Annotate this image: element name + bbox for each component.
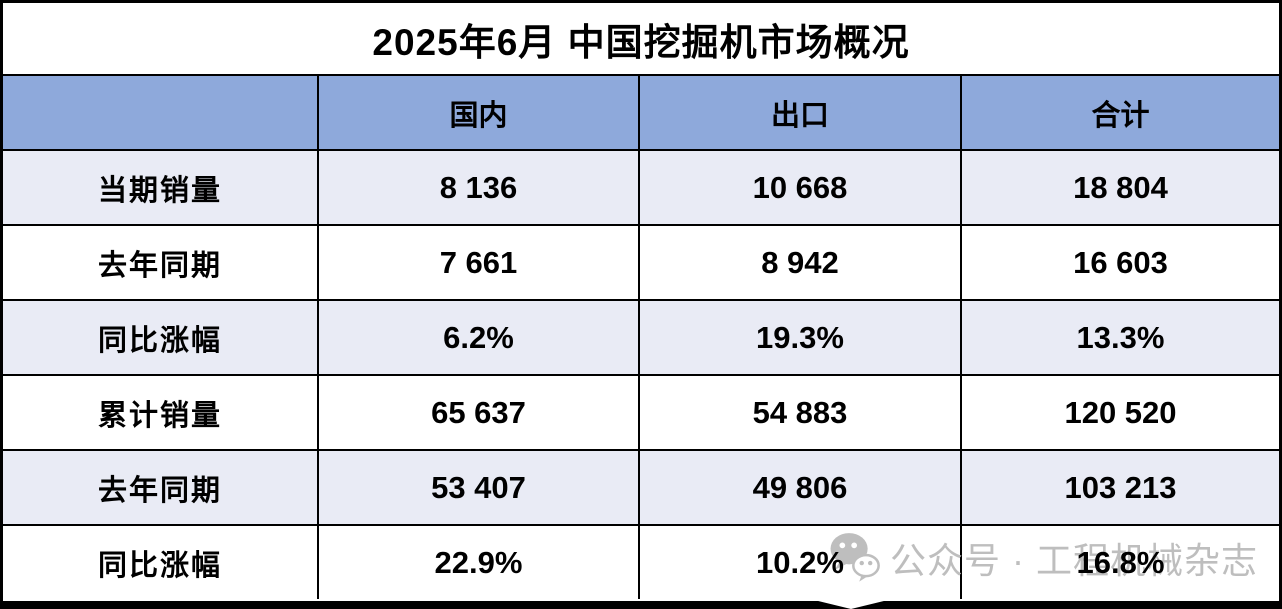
table-row-cumulative-sales: 累计销量 65 637 54 883 120 520: [3, 376, 1279, 451]
cell-value: 49 806: [640, 451, 962, 524]
row-label: 去年同期: [3, 226, 319, 299]
cell-value: 7 661: [319, 226, 640, 299]
row-label: 累计销量: [3, 376, 319, 449]
header-cell-total: 合计: [1091, 99, 1150, 132]
header-cell-export: 出口: [640, 76, 962, 149]
row-label: 当期销量: [3, 151, 319, 224]
row-label: 同比涨幅: [3, 301, 319, 374]
cell-value: 8 136: [319, 151, 640, 224]
table-row-last-year-same-period: 去年同期 7 661 8 942 16 603: [3, 226, 1279, 301]
table-header-row: 国内 出口 合计: [3, 76, 1279, 151]
cell-value: 120 520: [1064, 394, 1177, 430]
table-title: 2025年6月 中国挖掘机市场概况: [3, 3, 1279, 76]
cell-value: 13.3%: [1076, 319, 1165, 355]
table-row-last-year-cumulative: 去年同期 53 407 49 806 103 213: [3, 451, 1279, 526]
cell-value: 16 603: [1073, 244, 1168, 280]
cell-value: 53 407: [319, 451, 640, 524]
cell-value: 16.8%: [1076, 544, 1165, 580]
cell-value: 54 883: [640, 376, 962, 449]
cell-value: 22.9%: [319, 526, 640, 599]
cell-value: 103 213: [1064, 469, 1177, 505]
row-label: 去年同期: [3, 451, 319, 524]
bottom-notch-triangle: [810, 599, 892, 609]
row-label: 同比涨幅: [3, 526, 319, 599]
table-row-current-sales: 当期销量 8 136 10 668 18 804: [3, 151, 1279, 226]
cell-value: 6.2%: [319, 301, 640, 374]
cell-value: 65 637: [319, 376, 640, 449]
table-row-yoy-growth: 同比涨幅 6.2% 19.3% 13.3%: [3, 301, 1279, 376]
table-row-cumulative-yoy-growth: 同比涨幅 22.9% 10.2% 16.8%: [3, 526, 1279, 599]
cell-value: 8 942: [640, 226, 962, 299]
cell-value: 19.3%: [640, 301, 962, 374]
cell-value: 10.2%: [640, 526, 962, 599]
cell-value: 18 804: [1073, 169, 1168, 205]
cell-value: 10 668: [640, 151, 962, 224]
header-cell-empty: [3, 76, 319, 149]
header-cell-domestic: 国内: [319, 76, 640, 149]
